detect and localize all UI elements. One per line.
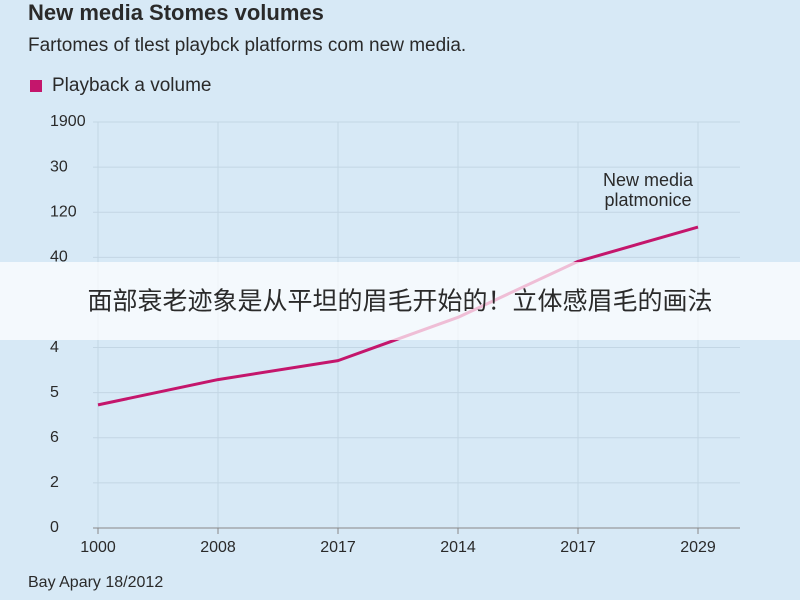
y-tick-label: 5 — [50, 384, 59, 401]
x-tick-label: 2008 — [200, 539, 236, 556]
annotation: New media — [603, 170, 694, 190]
chart-title: New media Stomes volumes — [28, 0, 324, 25]
y-tick-label: 2 — [50, 474, 59, 491]
annotation: platmonice — [604, 190, 691, 210]
banner-background — [0, 262, 800, 340]
y-tick-label: 30 — [50, 158, 68, 175]
y-tick-label: 4 — [50, 339, 59, 356]
legend-swatch — [30, 80, 42, 92]
chart-subtitle: Fartomes of tlest playbck platforms com … — [28, 35, 466, 56]
legend-label: Playback a volume — [52, 75, 211, 96]
x-tick-label: 2029 — [680, 539, 716, 556]
x-tick-label: 2017 — [320, 539, 356, 556]
source: Bay Apary 18/2012 — [28, 574, 163, 591]
y-tick-label: 6 — [50, 429, 59, 446]
x-tick-label: 1000 — [80, 539, 116, 556]
y-tick-label: 120 — [50, 203, 77, 220]
x-tick-label: 2017 — [560, 539, 596, 556]
y-tick-label: 0 — [50, 519, 59, 536]
y-tick-label: 1900 — [50, 113, 86, 130]
banner-text: 面部衰老迹象是从平坦的眉毛开始的！立体感眉毛的画法 — [87, 288, 712, 316]
x-tick-label: 2014 — [440, 539, 476, 556]
y-tick-label: 40 — [50, 249, 68, 266]
